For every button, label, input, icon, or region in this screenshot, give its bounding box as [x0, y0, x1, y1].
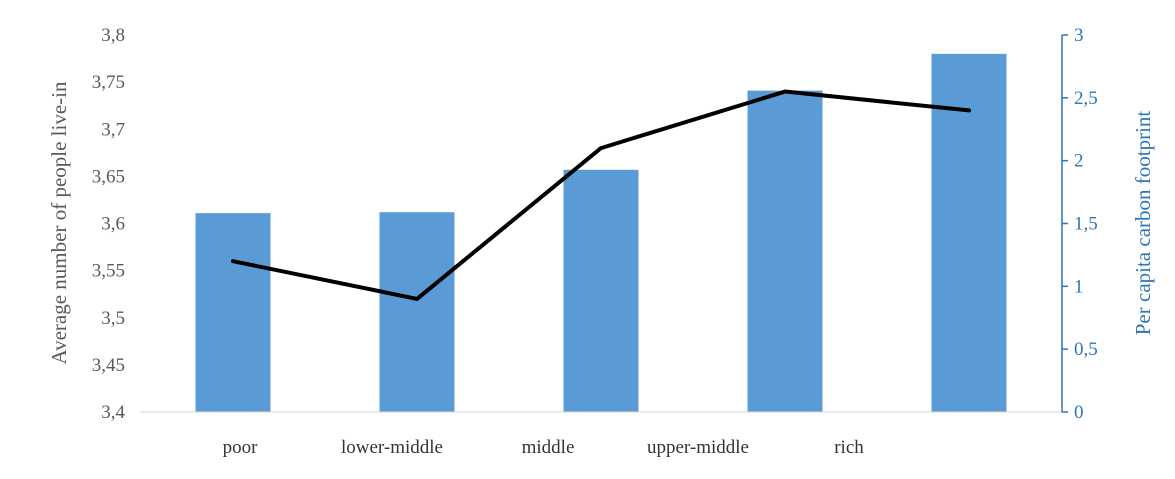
right-axis-title: Per capita carbon footprint	[1131, 111, 1155, 336]
right-tick-label: 2	[1074, 151, 1084, 172]
bar-lower-middle	[379, 212, 455, 412]
x-tick-label: lower-middle	[341, 437, 443, 458]
line-layer	[231, 89, 971, 301]
bar-upper-middle	[747, 90, 823, 413]
left-tick-label: 3,55	[92, 261, 125, 282]
x-tick-label: rich	[834, 437, 864, 458]
ticks-layer: 3,4 3,45 3,5 3,55 3,6 3,65 3,7 3,75 3,8 0 0,5 1 1,5 2…	[92, 25, 1098, 458]
right-tick-label: 0	[1074, 402, 1084, 423]
left-tick-label: 3,6	[101, 214, 125, 235]
left-tick-label: 3,65	[92, 166, 125, 187]
left-tick-label: 3,7	[101, 119, 125, 140]
x-tick-label: poor	[223, 437, 259, 458]
bar-poor	[195, 213, 271, 412]
left-tick-label: 3,5	[101, 308, 125, 329]
x-tick-label: middle	[522, 437, 575, 458]
right-tick-label: 0,5	[1074, 339, 1098, 360]
left-tick-label: 3,75	[92, 72, 125, 93]
right-tick-label: 1	[1074, 276, 1084, 297]
bar-middle	[563, 169, 639, 412]
right-tick-label: 2,5	[1074, 88, 1098, 109]
right-tick-label: 1,5	[1074, 214, 1098, 235]
bar-rich	[931, 53, 1007, 412]
bars-layer	[195, 53, 1007, 413]
left-tick-label: 3,8	[101, 25, 125, 46]
x-tick-label: upper-middle	[647, 437, 749, 458]
right-tick-label: 3	[1074, 25, 1084, 46]
left-tick-label: 3,4	[101, 402, 125, 423]
left-tick-label: 3,45	[92, 355, 125, 376]
left-axis-title: Average number of people live-in	[47, 81, 71, 364]
